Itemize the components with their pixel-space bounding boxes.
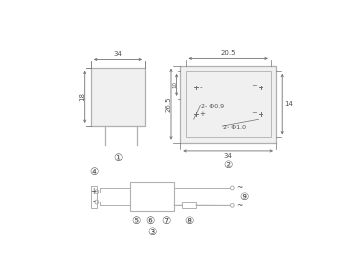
Text: ~: ~ [251, 83, 257, 89]
Text: 2- Φ0.9: 2- Φ0.9 [201, 104, 225, 109]
Bar [185, 71, 271, 137]
Text: ~: ~ [251, 110, 257, 116]
Text: ③: ③ [148, 227, 157, 237]
Text: 20.5: 20.5 [220, 50, 236, 56]
Text: +: + [91, 187, 97, 196]
Text: ④: ④ [89, 167, 99, 177]
Text: ~: ~ [237, 201, 243, 210]
Bar [91, 185, 97, 208]
Text: ⑧: ⑧ [185, 216, 194, 226]
Text: ⑨: ⑨ [240, 192, 249, 202]
Text: 34: 34 [224, 153, 233, 159]
Bar [183, 202, 196, 208]
Text: ⑥: ⑥ [145, 216, 155, 226]
Text: +: + [199, 111, 206, 117]
Text: 10: 10 [172, 81, 177, 88]
Text: ~: ~ [237, 183, 243, 193]
Bar [130, 182, 174, 211]
Text: 2- Φ1.0: 2- Φ1.0 [223, 125, 246, 130]
Text: ⑦: ⑦ [162, 216, 171, 226]
Text: ①: ① [113, 153, 123, 163]
Bar [180, 66, 276, 143]
Text: 26.5: 26.5 [166, 96, 171, 112]
Text: 18: 18 [79, 92, 85, 101]
Text: 14: 14 [285, 101, 294, 107]
Text: -: - [93, 198, 95, 207]
Text: ②: ② [224, 160, 233, 170]
Bar [91, 68, 145, 126]
Text: -: - [199, 85, 202, 90]
Text: 34: 34 [113, 51, 122, 57]
Text: ⑤: ⑤ [131, 216, 140, 226]
